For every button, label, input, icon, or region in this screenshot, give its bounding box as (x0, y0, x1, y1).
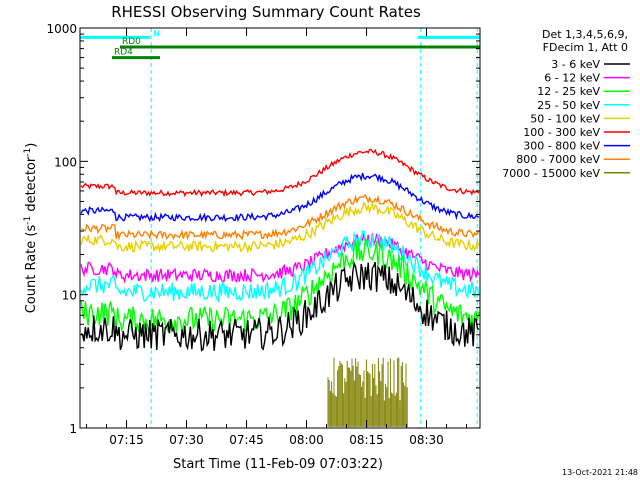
timestamp: 13-Oct-2021 21:48 (562, 468, 638, 477)
legend-header: Det 1,3,4,5,6,9, (542, 28, 628, 41)
y-tick-label: 1000 (46, 22, 77, 36)
series-line (80, 260, 480, 352)
series-line (80, 148, 480, 198)
legend-label: 6 - 12 keV (544, 72, 600, 85)
y-axis-label: Count Rate (s-1 detector-1) (23, 143, 39, 314)
series-line (327, 357, 408, 427)
legend-label: 3 - 6 keV (551, 58, 600, 71)
legend-label: 300 - 800 keV (523, 140, 600, 153)
legend-label: 12 - 25 keV (537, 85, 600, 98)
series-line (80, 230, 480, 304)
y-tick-label: 10 (62, 289, 77, 303)
legend-label: 800 - 7000 keV (516, 153, 600, 166)
x-tick-label: 07:45 (229, 433, 264, 447)
flag-label: RD0 (122, 37, 141, 47)
x-tick-label: 08:15 (349, 433, 384, 447)
legend: Det 1,3,4,5,6,9,FDecim 1, Att 0 3 - 6 keV… (502, 28, 630, 180)
flag-n-label: N (153, 29, 160, 39)
y-tick-label: 1 (69, 422, 77, 436)
x-axis-label: Start Time (11-Feb-09 07:03:22) (173, 457, 383, 472)
series-line (80, 232, 480, 284)
legend-label: 50 - 100 keV (530, 112, 600, 125)
series-line (81, 193, 480, 241)
plot-frame (79, 27, 481, 429)
flag-label: RD4 (114, 48, 133, 58)
x-tick-label: 07:30 (169, 433, 204, 447)
series-line (80, 201, 480, 255)
chart-title: RHESSI Observing Summary Count Rates (111, 3, 421, 21)
legend-header: FDecim 1, Att 0 (543, 41, 628, 54)
series-line (80, 172, 480, 223)
legend-label: 7000 - 15000 keV (502, 167, 600, 180)
legend-label: 25 - 50 keV (537, 99, 600, 112)
x-tick-label: 08:00 (289, 433, 324, 447)
x-tick-label: 08:30 (409, 433, 444, 447)
legend-label: 100 - 300 keV (523, 126, 600, 139)
y-tick-label: 100 (54, 155, 77, 169)
x-tick-label: 07:15 (109, 433, 144, 447)
axes: 07:15 07:30 07:45 08:00 08:15 08:30 1 10 100 1000 (46, 22, 480, 447)
